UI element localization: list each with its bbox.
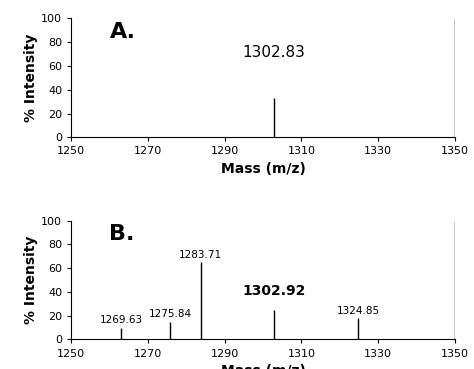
Text: 1275.84: 1275.84 — [149, 309, 192, 319]
Text: B.: B. — [109, 224, 135, 244]
Y-axis label: % Intensity: % Intensity — [24, 34, 38, 122]
Text: A.: A. — [109, 22, 136, 42]
Y-axis label: % Intensity: % Intensity — [24, 236, 38, 324]
X-axis label: Mass (m/z): Mass (m/z) — [220, 162, 306, 176]
Text: 1324.85: 1324.85 — [337, 306, 380, 316]
Text: 1283.71: 1283.71 — [179, 250, 222, 260]
Text: 1302.83: 1302.83 — [243, 45, 305, 60]
Text: 1269.63: 1269.63 — [100, 315, 143, 325]
X-axis label: Mass (m/z): Mass (m/z) — [220, 364, 306, 369]
Text: 1302.92: 1302.92 — [243, 284, 306, 298]
